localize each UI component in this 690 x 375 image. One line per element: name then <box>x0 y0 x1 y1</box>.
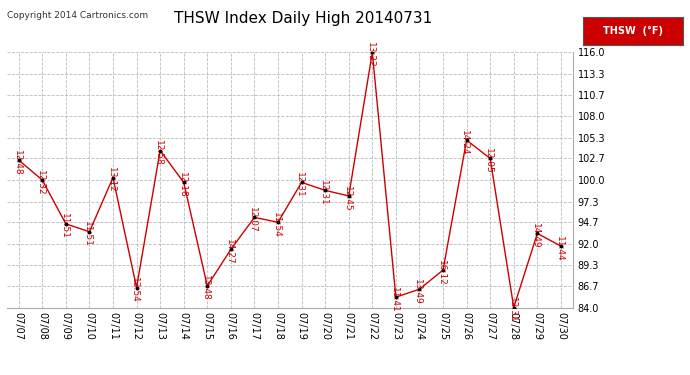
Text: 13:48: 13:48 <box>201 276 210 301</box>
Point <box>226 246 237 252</box>
Text: 12:32: 12:32 <box>36 170 45 195</box>
Point <box>13 157 24 163</box>
Text: 12:07: 12:07 <box>248 207 257 233</box>
Text: 12:31: 12:31 <box>295 172 304 198</box>
Point <box>37 177 48 183</box>
Text: 14:24: 14:24 <box>460 130 469 155</box>
Text: THSW Index Daily High 20140731: THSW Index Daily High 20140731 <box>175 11 433 26</box>
Point <box>108 175 119 181</box>
Text: 16:12: 16:12 <box>437 260 446 285</box>
Point <box>131 285 142 291</box>
Point <box>484 156 495 162</box>
Point <box>249 214 260 220</box>
Text: 13:54: 13:54 <box>130 277 139 303</box>
Point <box>391 294 402 300</box>
Point <box>319 188 331 194</box>
Point <box>532 230 543 236</box>
Point <box>555 243 566 249</box>
Text: 12:45: 12:45 <box>342 186 352 211</box>
Point <box>178 179 189 185</box>
Point <box>273 219 284 225</box>
Point <box>155 147 166 153</box>
Point <box>201 283 213 289</box>
Point <box>367 50 378 55</box>
Point <box>414 286 425 292</box>
Text: 12:31: 12:31 <box>508 297 517 323</box>
Point <box>437 267 448 273</box>
Text: 14:27: 14:27 <box>225 239 234 264</box>
Text: 11:51: 11:51 <box>83 221 92 247</box>
Text: 13:22: 13:22 <box>366 42 375 68</box>
Text: 12:48: 12:48 <box>12 150 21 175</box>
Point <box>296 179 307 185</box>
Text: 12:18: 12:18 <box>177 172 186 198</box>
Point <box>509 304 520 310</box>
Text: 13:12: 13:12 <box>107 167 116 193</box>
Text: 11:44: 11:44 <box>555 236 564 261</box>
Text: Copyright 2014 Cartronics.com: Copyright 2014 Cartronics.com <box>7 11 148 20</box>
Text: 12:05: 12:05 <box>484 148 493 174</box>
Point <box>84 229 95 235</box>
Text: 13:49: 13:49 <box>413 279 422 304</box>
Text: 14:49: 14:49 <box>531 223 540 249</box>
Text: 12:58: 12:58 <box>154 140 163 166</box>
Text: 11:41: 11:41 <box>390 286 399 312</box>
Point <box>343 193 354 199</box>
Text: THSW  (°F): THSW (°F) <box>603 26 663 36</box>
Text: 11:54: 11:54 <box>272 212 281 237</box>
Text: 11:51: 11:51 <box>59 213 69 239</box>
Point <box>461 137 472 143</box>
Text: 12:31: 12:31 <box>319 180 328 206</box>
Point <box>60 221 71 227</box>
